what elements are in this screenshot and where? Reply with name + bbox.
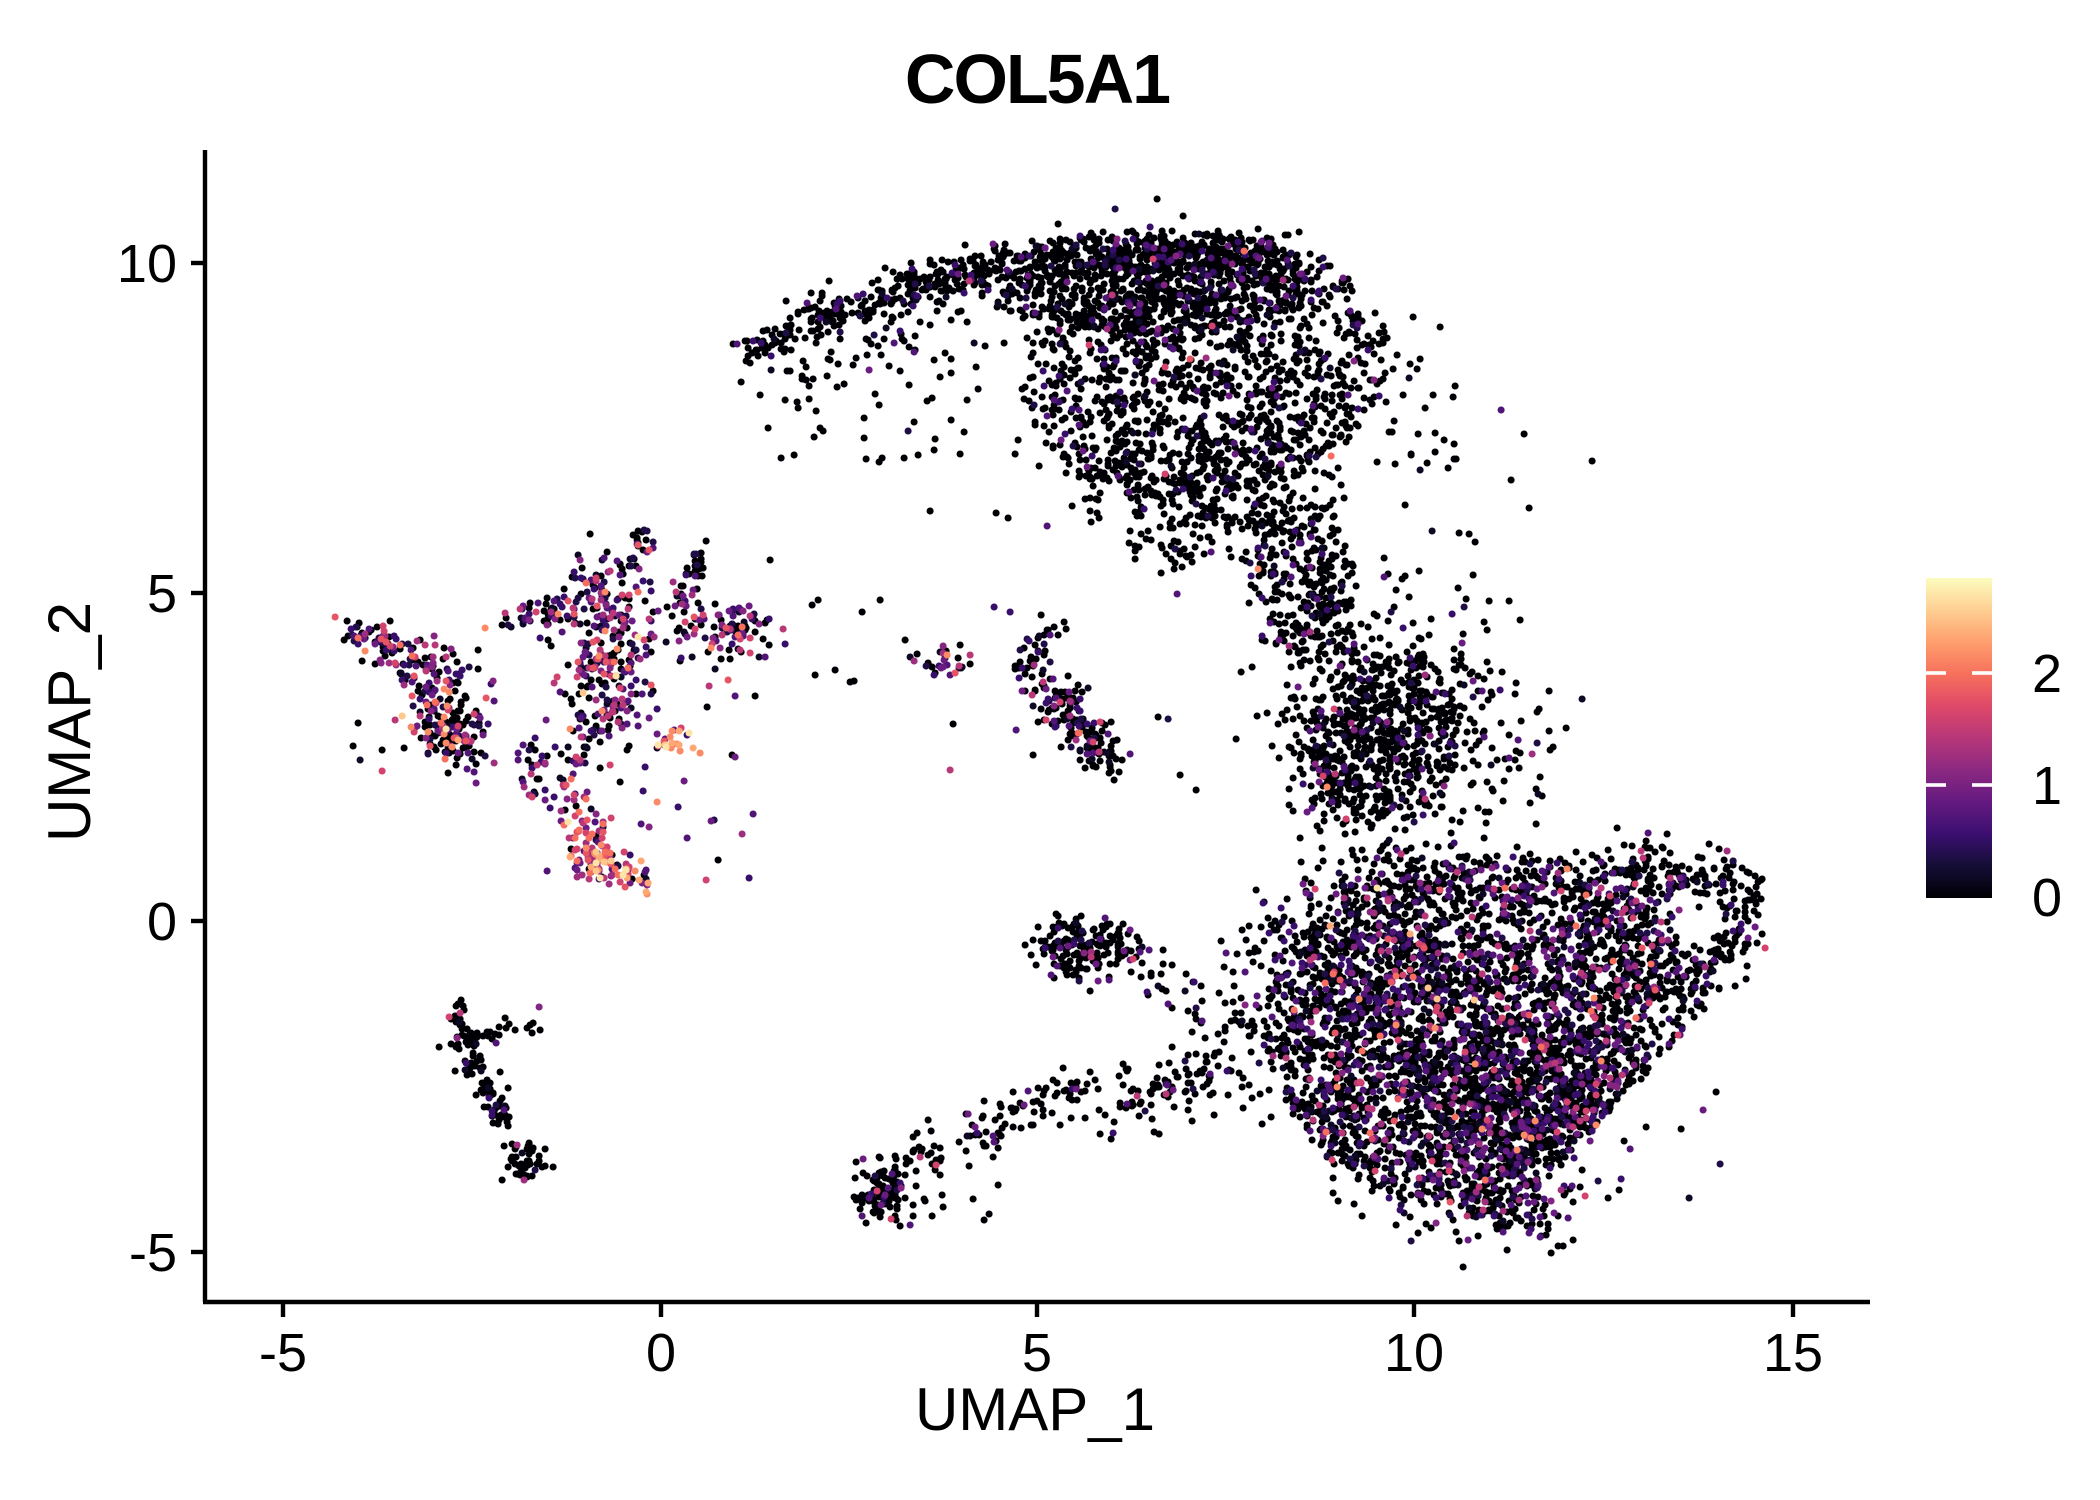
svg-text:-5: -5 [259, 1323, 307, 1383]
svg-text:0: 0 [147, 892, 177, 952]
svg-text:5: 5 [147, 564, 177, 624]
svg-text:2: 2 [2032, 644, 2062, 704]
svg-text:5: 5 [1022, 1323, 1052, 1383]
svg-text:0: 0 [646, 1323, 676, 1383]
svg-text:10: 10 [117, 234, 177, 294]
svg-text:-5: -5 [129, 1223, 177, 1283]
svg-text:15: 15 [1763, 1323, 1823, 1383]
svg-text:0: 0 [2032, 868, 2062, 928]
svg-text:COL5A1: COL5A1 [905, 40, 1169, 118]
svg-text:UMAP_2: UMAP_2 [36, 602, 103, 842]
svg-text:UMAP_1: UMAP_1 [915, 1376, 1155, 1443]
svg-text:1: 1 [2032, 756, 2062, 816]
svg-text:10: 10 [1384, 1323, 1444, 1383]
